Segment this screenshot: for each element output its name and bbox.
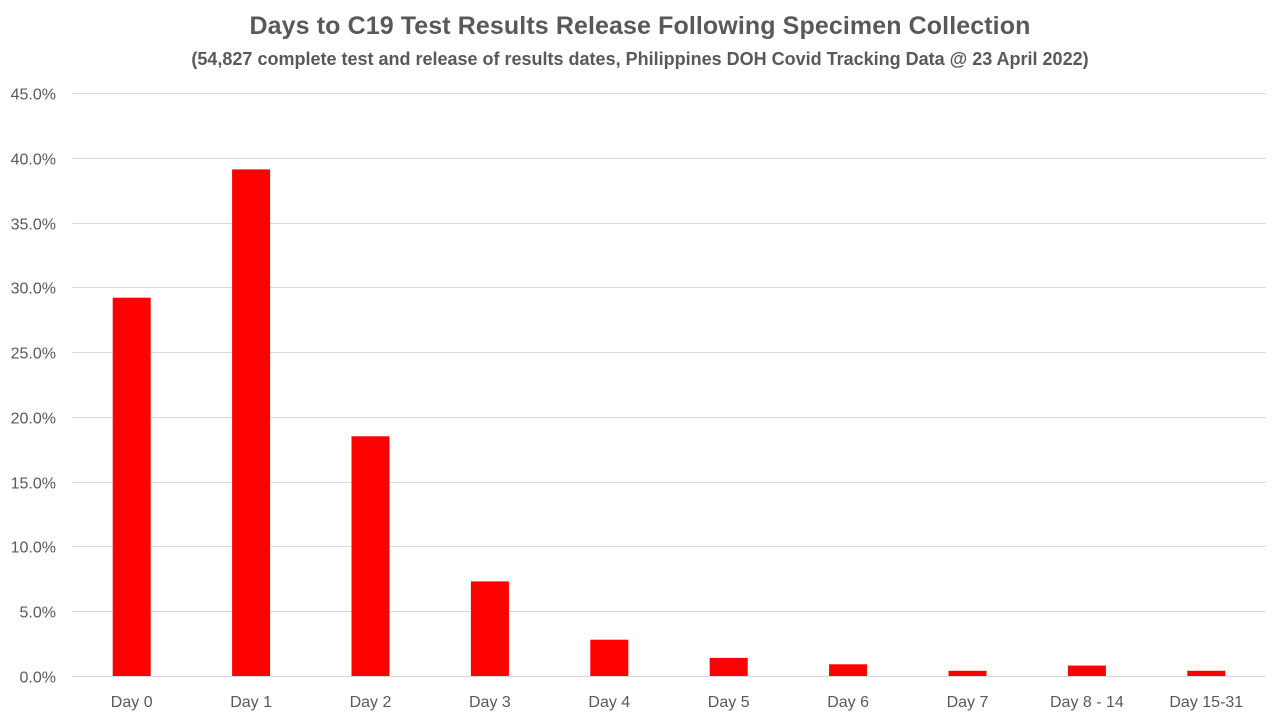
bar: [1067, 665, 1106, 676]
y-tick-label: 35.0%: [11, 217, 56, 234]
x-tick-label: Day 2: [350, 694, 392, 711]
x-tick-label: Day 5: [708, 694, 750, 711]
bar: [351, 436, 390, 676]
gridlines: [72, 93, 1266, 677]
bar: [470, 581, 509, 676]
y-axis-ticks: 0.0% 5.0% 10.0% 15.0% 20.0% 25.0% 30.0% 35.0% 40…: [11, 87, 56, 687]
y-tick-label: 45.0%: [11, 87, 56, 104]
y-tick-label: 25.0%: [11, 346, 56, 363]
y-tick-label: 30.0%: [11, 281, 56, 298]
bar: [829, 664, 868, 676]
x-tick-label: Day 4: [588, 694, 630, 711]
y-tick-label: 10.0%: [11, 540, 56, 557]
x-tick-label: Day 7: [947, 694, 989, 711]
bars: [112, 169, 1226, 676]
x-tick-label: Day 15-31: [1169, 694, 1243, 711]
y-tick-label: 0.0%: [20, 670, 56, 687]
y-tick-label: 20.0%: [11, 411, 56, 428]
x-tick-label: Day 0: [111, 694, 153, 711]
bar: [590, 639, 629, 676]
bar: [112, 297, 151, 676]
bar: [709, 657, 748, 676]
x-axis-ticks: Day 0 Day 1 Day 2 Day 3 Day 4 Day 5 Day 6 Day 7…: [111, 694, 1244, 711]
bar: [232, 169, 271, 676]
x-tick-label: Day 1: [230, 694, 272, 711]
x-tick-label: Day 3: [469, 694, 511, 711]
chart-subtitle: (54,827 complete test and release of res…: [191, 49, 1089, 69]
x-tick-label: Day 8 - 14: [1050, 694, 1124, 711]
x-tick-label: Day 6: [827, 694, 869, 711]
y-tick-label: 15.0%: [11, 476, 56, 493]
bar: [1187, 670, 1226, 676]
y-tick-label: 5.0%: [20, 605, 56, 622]
chart-title: Days to C19 Test Results Release Followi…: [249, 12, 1031, 40]
y-tick-label: 40.0%: [11, 152, 56, 169]
bar: [948, 670, 987, 676]
